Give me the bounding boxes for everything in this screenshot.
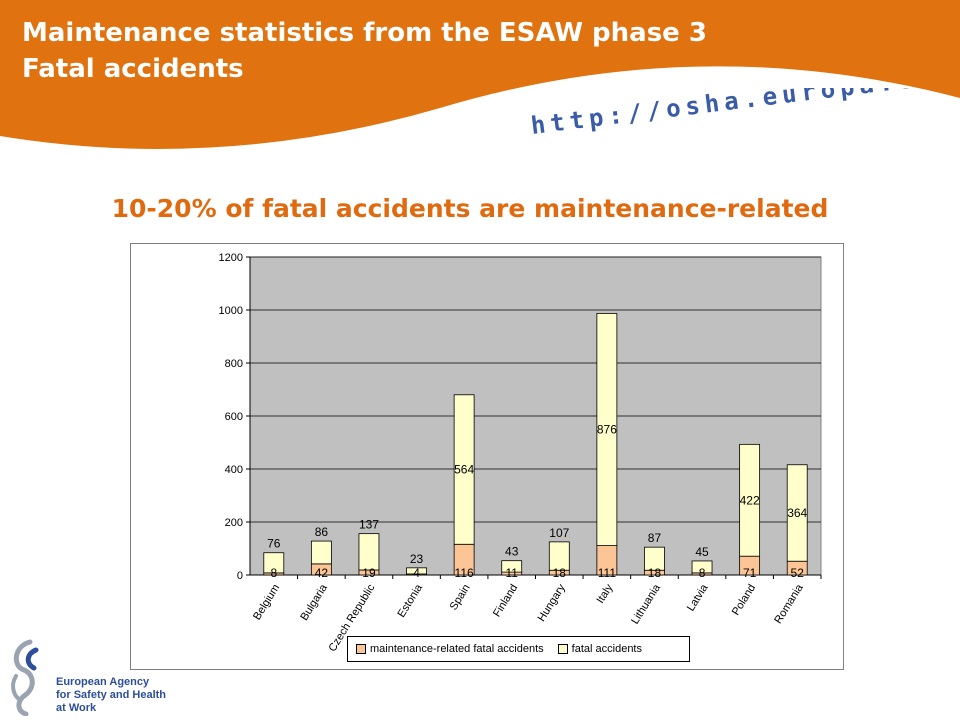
data-label-maintenance: 8 — [270, 566, 277, 580]
data-label-maintenance: 42 — [315, 566, 329, 580]
data-label-maintenance: 4 — [413, 566, 420, 580]
data-label-maintenance: 111 — [598, 566, 617, 580]
stacked-bar-chart: 020040060080010001200876Belgium4286Bulga… — [219, 252, 822, 654]
data-label-fatal: 87 — [648, 531, 662, 545]
y-tick-label: 0 — [237, 570, 243, 582]
data-label-maintenance: 19 — [362, 566, 376, 580]
data-label-maintenance: 11 — [505, 566, 518, 580]
x-tick-label: Estonia — [395, 581, 425, 619]
data-label-maintenance: 18 — [553, 566, 567, 580]
bar-fatal — [644, 546, 665, 571]
url-banner: http://osha.europa.eu — [529, 88, 938, 140]
data-label-fatal: 564 — [454, 463, 474, 477]
x-tick-label: Belgium — [251, 582, 282, 622]
data-label-fatal: 86 — [315, 525, 329, 539]
bar-fatal — [263, 552, 285, 574]
logo-text-line3: at Work — [56, 702, 97, 714]
data-label-maintenance: 18 — [648, 566, 662, 580]
chart-legend: maintenance-related fatal accidents fata… — [347, 636, 690, 662]
x-tick-label: Bulgaria — [298, 581, 330, 622]
page-title-line2: Fatal accidents — [22, 54, 244, 84]
data-label-fatal: 23 — [410, 552, 424, 566]
x-tick-label: Italy — [595, 582, 616, 606]
legend-item-maintenance: maintenance-related fatal accidents — [356, 643, 544, 655]
legend-swatch-fatal — [557, 644, 568, 654]
data-label-fatal: 107 — [549, 526, 569, 540]
x-tick-label: Romania — [772, 581, 806, 625]
bar-fatal — [358, 533, 380, 571]
data-label-fatal: 43 — [505, 545, 519, 559]
y-tick-label: 200 — [225, 517, 243, 529]
bar-fatal — [596, 313, 618, 546]
legend-label-fatal: fatal accidents — [571, 643, 642, 655]
bar-fatal — [548, 541, 570, 571]
bar-fatal — [691, 560, 713, 574]
data-label-fatal: 76 — [267, 537, 281, 551]
bar-fatal — [739, 443, 761, 557]
data-label-fatal: 876 — [597, 423, 617, 437]
chart-headline: 10-20% of fatal accidents are maintenanc… — [111, 194, 829, 223]
logo-text-line1: European Agency — [56, 676, 150, 688]
data-label-fatal: 45 — [695, 545, 709, 559]
data-label-fatal: 137 — [359, 518, 379, 532]
agency-logo-mark-icon — [11, 639, 39, 717]
header-banner-shape — [0, 0, 960, 149]
data-label-maintenance: 116 — [455, 566, 474, 580]
x-tick-label: Lithuania — [629, 581, 663, 626]
agency-logo: European Agency for Safety and Health at… — [6, 636, 166, 720]
x-tick-label: Hungary — [536, 582, 568, 624]
y-tick-label: 800 — [225, 358, 243, 370]
page-title-line1: Maintenance statistics from the ESAW pha… — [22, 18, 707, 48]
legend-swatch-maintenance — [356, 644, 366, 654]
header-banner — [0, 0, 960, 149]
bar-fatal — [406, 567, 427, 575]
x-tick-label: Latvia — [685, 581, 711, 613]
x-tick-label: Spain — [448, 582, 473, 612]
data-label-maintenance: 52 — [791, 566, 805, 580]
bar-fatal — [786, 464, 808, 562]
y-tick-label: 400 — [225, 464, 243, 476]
legend-label-maintenance: maintenance-related fatal accidents — [370, 643, 544, 655]
x-tick-label: Poland — [730, 582, 758, 617]
data-label-fatal: 364 — [787, 506, 807, 520]
url-text: http://osha.europa.eu — [529, 88, 938, 140]
data-label-fatal: 422 — [740, 493, 760, 507]
chart-container: 0 200 400 600 800 1000 1200 8 76 Belgium 42 86 Bulga… — [130, 243, 844, 670]
y-tick-label: 1000 — [219, 305, 243, 317]
legend-item-fatal: fatal accidents — [557, 643, 642, 655]
bar-fatal — [501, 560, 523, 573]
bar-fatal — [310, 540, 332, 565]
data-label-maintenance: 71 — [743, 566, 757, 580]
y-tick-label: 600 — [225, 411, 243, 423]
bar-fatal — [453, 394, 475, 545]
data-label-maintenance: 8 — [699, 566, 706, 580]
logo-text-line2: for Safety and Health — [56, 689, 167, 701]
y-tick-label: 1200 — [219, 252, 243, 264]
x-tick-label: Finland — [491, 582, 520, 619]
